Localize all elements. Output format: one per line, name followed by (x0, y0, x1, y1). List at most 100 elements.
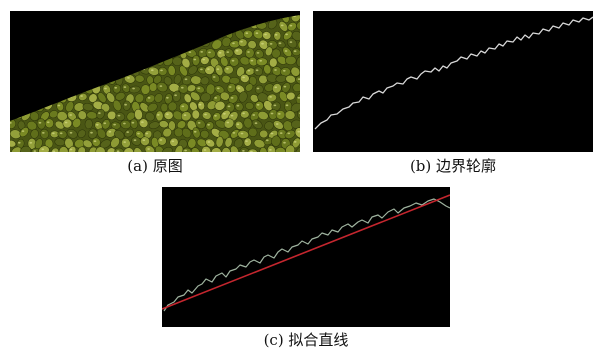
bean-highlight (289, 41, 293, 43)
bean (96, 128, 107, 139)
bean (237, 130, 250, 139)
bean (96, 108, 105, 120)
bean (188, 65, 198, 75)
bean-highlight (133, 139, 137, 142)
bean-highlight (216, 87, 220, 90)
bean (65, 101, 75, 113)
bean-highlight (240, 132, 244, 135)
bean-highlight (41, 148, 45, 151)
bean (187, 138, 197, 149)
bean-highlight (10, 122, 12, 124)
bean-highlight (103, 122, 107, 125)
bean-highlight (204, 113, 207, 116)
bean-highlight (236, 104, 240, 107)
bean (88, 93, 98, 103)
bean (162, 127, 172, 138)
bean (224, 48, 234, 58)
bean-highlight (93, 140, 97, 143)
bean-highlight (150, 69, 154, 72)
bean-highlight (117, 114, 121, 117)
bean (229, 56, 240, 67)
bean-highlight (255, 69, 259, 72)
bean-highlight (59, 132, 63, 135)
bean (273, 31, 282, 41)
bean (272, 83, 282, 94)
bean (173, 127, 184, 138)
bean-highlight (180, 86, 184, 89)
bean-highlight (33, 150, 37, 152)
bean-highlight (269, 149, 272, 151)
bean-highlight (250, 59, 254, 62)
edge-contour-panel (313, 11, 593, 152)
bean-highlight (269, 43, 273, 45)
bean-highlight (237, 87, 241, 89)
bean (254, 101, 264, 111)
edge-contour-line (314, 16, 593, 130)
bean-highlight (270, 132, 274, 135)
bean (294, 127, 300, 139)
bean (169, 137, 179, 147)
bean-highlight (69, 148, 73, 151)
bean (297, 40, 300, 50)
bean (212, 112, 221, 122)
bean (154, 145, 165, 152)
bean (254, 49, 264, 59)
bean (211, 147, 222, 152)
bean (295, 146, 300, 152)
bean (44, 138, 54, 149)
bean-highlight (52, 132, 55, 135)
bean-highlight (160, 69, 163, 72)
bean (278, 21, 289, 32)
bean (77, 146, 86, 152)
bean (77, 110, 87, 120)
bean (253, 66, 263, 77)
bean-highlight (141, 121, 144, 124)
bean (110, 137, 120, 148)
bean-highlight (235, 49, 239, 52)
bean (157, 136, 167, 146)
bean (204, 65, 215, 75)
bean-highlight (297, 96, 300, 99)
bean (87, 128, 98, 139)
bean-highlight (203, 149, 207, 151)
bean (72, 118, 82, 128)
bean-highlight (256, 52, 260, 54)
bean (56, 111, 68, 121)
bean (221, 147, 231, 152)
bean-highlight (113, 123, 116, 126)
bean-highlight (202, 58, 206, 61)
bean (191, 147, 201, 152)
bean (181, 58, 191, 68)
bean (214, 100, 226, 111)
bean-highlight (265, 139, 269, 142)
bean-highlight (230, 97, 234, 99)
bean (285, 74, 296, 84)
bean (131, 136, 142, 146)
bean (245, 83, 254, 92)
bean-highlight (197, 122, 201, 124)
bean-highlight (274, 33, 278, 36)
bean-highlight (297, 130, 300, 133)
bean (248, 75, 257, 86)
bean-highlight (287, 132, 291, 135)
bean-highlight (21, 130, 25, 132)
bean (107, 110, 117, 120)
bean (26, 120, 37, 131)
bean (134, 108, 143, 121)
bean-highlight (57, 104, 61, 107)
bean (200, 56, 210, 65)
bean-highlight (273, 104, 277, 107)
bean-highlight (232, 132, 236, 134)
bean-highlight (228, 86, 232, 88)
bean (253, 29, 264, 40)
bean (259, 129, 269, 139)
bean (101, 119, 111, 130)
bean-highlight (245, 140, 248, 143)
bean-highlight (193, 58, 197, 61)
bean (224, 137, 233, 148)
bean-highlight (41, 132, 45, 134)
bean-highlight (193, 130, 197, 133)
bean-highlight (252, 114, 256, 116)
bean (50, 147, 60, 152)
bean-highlight (197, 87, 201, 90)
